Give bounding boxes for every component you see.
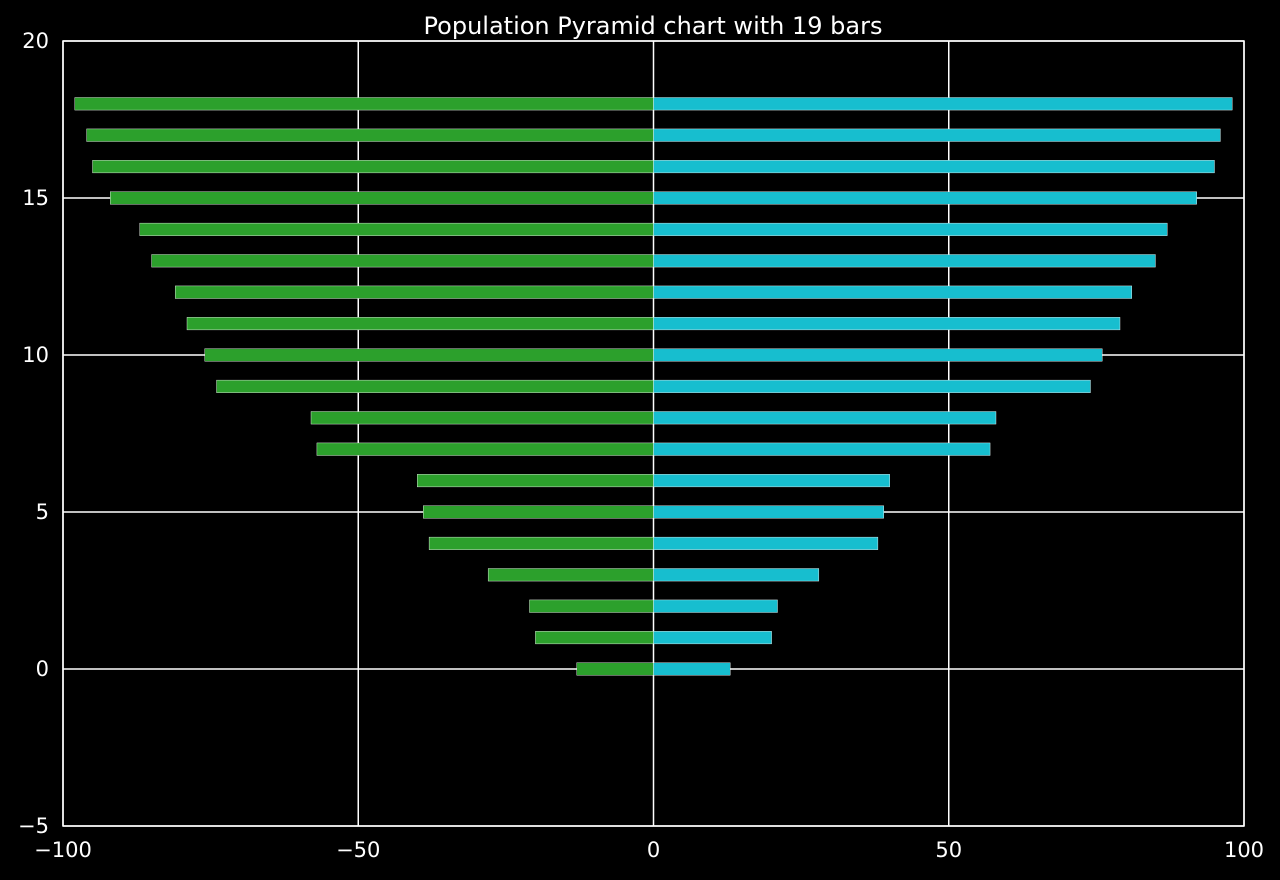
y-tick-label: 20	[22, 29, 49, 53]
x-tick-label: −100	[34, 838, 92, 862]
bar-left	[74, 97, 654, 111]
bar-left	[174, 285, 654, 299]
bar-left	[487, 568, 654, 582]
bars-layer	[74, 97, 1233, 676]
bar-right	[653, 191, 1197, 205]
x-tick-label: −50	[336, 838, 380, 862]
bar-right	[653, 442, 991, 456]
bar-right	[653, 348, 1103, 362]
bar-right	[653, 411, 997, 425]
x-tick-label: 50	[935, 838, 962, 862]
bar-left	[216, 379, 654, 393]
x-tick-label: 100	[1224, 838, 1264, 862]
bar-right	[653, 128, 1221, 142]
bar-right	[653, 568, 820, 582]
y-tick-label: 10	[22, 343, 49, 367]
bar-right	[653, 505, 884, 519]
bar-right	[653, 285, 1133, 299]
chart-title: Population Pyramid chart with 19 bars	[424, 12, 883, 40]
bar-left	[151, 254, 654, 268]
bar-right	[653, 254, 1156, 268]
bar-right	[653, 379, 1091, 393]
y-tick-label: 15	[22, 186, 49, 210]
bar-left	[576, 662, 654, 676]
bar-left	[204, 348, 654, 362]
bar-right	[653, 631, 772, 645]
bar-left	[428, 536, 654, 550]
bar-right	[653, 222, 1168, 236]
bar-left	[529, 599, 654, 613]
bar-right	[653, 599, 778, 613]
y-tick-label: 0	[36, 657, 49, 681]
bar-left	[139, 222, 654, 236]
bar-left	[186, 317, 654, 331]
bar-right	[653, 474, 890, 488]
bar-right	[653, 662, 731, 676]
bar-right	[653, 160, 1215, 174]
bar-right	[653, 317, 1121, 331]
bar-left	[423, 505, 654, 519]
bar-left	[316, 442, 654, 456]
bar-right	[653, 536, 879, 550]
y-tick-label: −5	[18, 814, 49, 838]
bar-left	[535, 631, 654, 645]
y-tick-label: 5	[36, 500, 49, 524]
bar-left	[110, 191, 654, 205]
bar-right	[653, 97, 1233, 111]
bar-left	[310, 411, 654, 425]
x-tick-label: 0	[647, 838, 660, 862]
bar-left	[86, 128, 654, 142]
bar-left	[417, 474, 654, 488]
bar-left	[92, 160, 654, 174]
